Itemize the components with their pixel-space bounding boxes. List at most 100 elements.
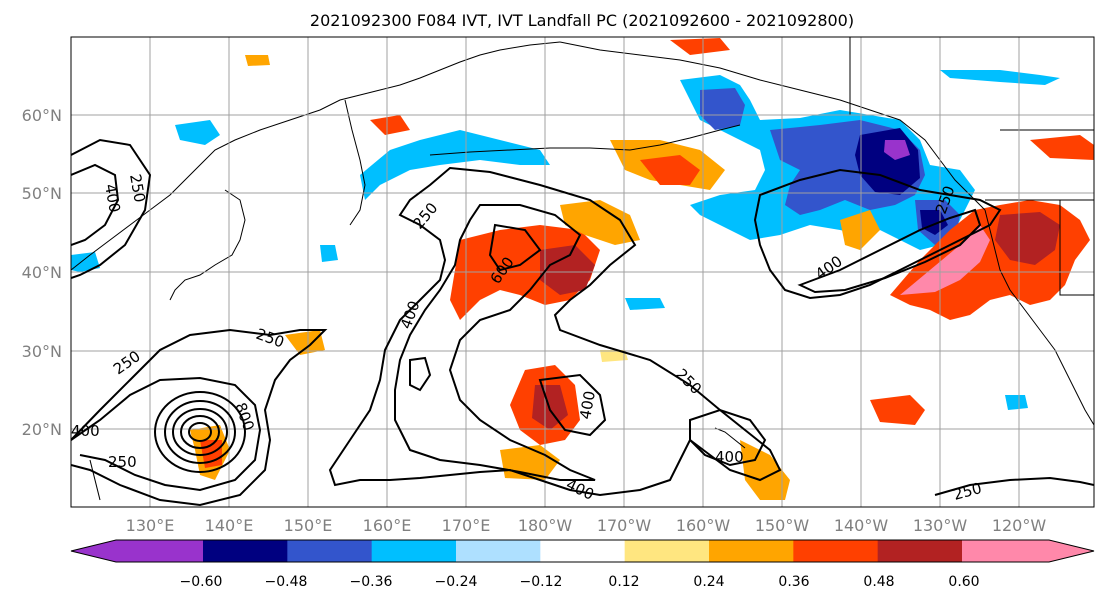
lon-label-120w: 120°W	[992, 516, 1047, 535]
orange-region-offshore	[840, 210, 880, 250]
colorbar-swatch-max	[962, 540, 1094, 562]
colorbar-tick-label: 0.12	[608, 574, 639, 590]
contour-central-small	[409, 356, 432, 392]
map-title: 2021092300 F084 IVT, IVT Landfall PC (20…	[310, 11, 854, 30]
contour-typhoon-400	[71, 376, 262, 492]
lat-label-20n: 20°N	[22, 420, 62, 439]
contour-typhoon-250	[71, 328, 328, 507]
colorbar-swatch	[371, 540, 457, 562]
lon-label-140w: 140°W	[834, 516, 889, 535]
lat-label-40n: 40°N	[22, 263, 62, 282]
orange-region-mid-north	[560, 200, 640, 245]
red-region-southeast	[870, 395, 925, 425]
contour-nw-400	[71, 163, 120, 246]
orange-speck-3	[245, 55, 270, 66]
colorbar: −0.60 −0.48 −0.36 −0.24 −0.12 0.12 0.24 …	[70, 539, 1095, 590]
blue-region-alaska-west	[700, 88, 745, 130]
contour-label: 250	[126, 173, 149, 204]
contour-hawaii-400	[689, 408, 767, 467]
contour-typhoon-1000	[172, 408, 228, 456]
blue-region-kamchatka	[360, 130, 550, 200]
contour-typhoon-800	[164, 400, 236, 464]
coastline-philippines	[89, 459, 101, 501]
lon-label-130e: 130°E	[126, 516, 175, 535]
contour-nw-250	[71, 138, 152, 279]
navy-region-bc-coast	[920, 210, 948, 235]
pink-region-us-west-coast	[900, 225, 990, 295]
blue-region-west-edge	[71, 252, 100, 272]
colorbar-tick-label: −0.60	[180, 574, 223, 590]
contour-central-south	[538, 373, 607, 437]
darkred-region-central-pacific	[540, 245, 595, 295]
coastline-japan	[169, 189, 246, 301]
blue-region-okhotsk	[175, 120, 220, 145]
coastline-alaska	[559, 41, 986, 211]
lon-label-180w: 180°W	[518, 516, 573, 535]
blue-speck-2	[625, 298, 665, 310]
red-region-aleutian	[640, 155, 700, 185]
contour-central-400	[394, 204, 596, 481]
contour-label: 400	[101, 183, 124, 214]
contour-label: 400	[715, 448, 744, 466]
gridlines	[71, 37, 1094, 507]
coastline-hawaii	[714, 427, 746, 449]
lon-label-170w: 170°W	[597, 516, 652, 535]
coastline-north-america	[984, 209, 1094, 426]
colorbar-swatches	[70, 539, 1095, 563]
colorbar-swatch	[877, 540, 963, 562]
colorbar-swatch	[287, 540, 373, 562]
colorbar-tick-label: 0.36	[778, 574, 809, 590]
contour-label: 400	[71, 422, 100, 440]
colorbar-swatch	[793, 540, 879, 562]
latitude-labels: 60°N 50°N 40°N 30°N 20°N	[22, 106, 62, 439]
contour-typhoon-1400	[188, 422, 212, 442]
contour-typhoon-1200	[180, 415, 220, 449]
colorbar-tick-label: −0.24	[435, 574, 478, 590]
border-states	[1059, 200, 1094, 296]
coastline-kamchatka	[344, 99, 366, 226]
colorbar-swatch	[203, 540, 288, 562]
colorbar-swatch	[624, 540, 710, 562]
map-content: 250 400 250 400 800 250 250 250 400 600 …	[71, 37, 1094, 507]
orange-region-hawaii	[740, 440, 790, 500]
lon-label-160w: 160°W	[676, 516, 731, 535]
colorbar-tick-label: 0.48	[863, 574, 894, 590]
lon-label-150e: 150°E	[284, 516, 333, 535]
contour-east-250	[753, 168, 1002, 300]
contour-central-600	[488, 223, 542, 272]
coastline-aleutians	[429, 124, 741, 156]
lat-label-30n: 30°N	[22, 342, 62, 361]
blue-speck-3	[1005, 395, 1028, 410]
orange-region-top	[670, 38, 730, 55]
yellow-speck-1	[600, 350, 628, 362]
lon-label-160e: 160°E	[363, 516, 412, 535]
contour-label: 400	[576, 389, 599, 420]
contour-typhoon-600	[154, 391, 246, 473]
colorbar-swatch	[456, 540, 541, 562]
lon-label-130w: 130°W	[913, 516, 968, 535]
colorbar-outline	[70, 539, 1095, 563]
blue-region-north	[940, 70, 1060, 85]
orange-region-northeast	[1030, 135, 1094, 160]
colorbar-tick-label: −0.12	[520, 574, 563, 590]
colorbar-swatch	[709, 540, 794, 562]
orange-speck-1	[285, 330, 325, 355]
longitude-labels: 130°E 140°E 150°E 160°E 170°E 180°W 170°…	[126, 516, 1047, 535]
colorbar-tick-labels: −0.60 −0.48 −0.36 −0.24 −0.12 0.12 0.24 …	[180, 574, 980, 590]
lon-label-150w: 150°W	[755, 516, 810, 535]
colorbar-swatch	[540, 540, 626, 562]
contour-label: 250	[108, 453, 137, 471]
map-border	[70, 36, 1095, 508]
contour-east-400	[797, 208, 982, 294]
map-panel: 250 400 250 400 800 250 250 250 400 600 …	[70, 36, 1095, 508]
contour-se-250	[934, 476, 1094, 496]
blue-speck-1	[320, 245, 338, 262]
darkred-region-us-interior	[995, 212, 1060, 265]
orange-speck-2	[370, 115, 410, 135]
lat-label-50n: 50°N	[22, 184, 62, 203]
lon-label-140e: 140°E	[205, 516, 254, 535]
colorbar-tick-label: 0.24	[693, 574, 724, 590]
colorbar-tick-label: 0.60	[948, 574, 979, 590]
lon-label-170e: 170°E	[442, 516, 491, 535]
colorbar-tick-label: −0.36	[350, 574, 393, 590]
